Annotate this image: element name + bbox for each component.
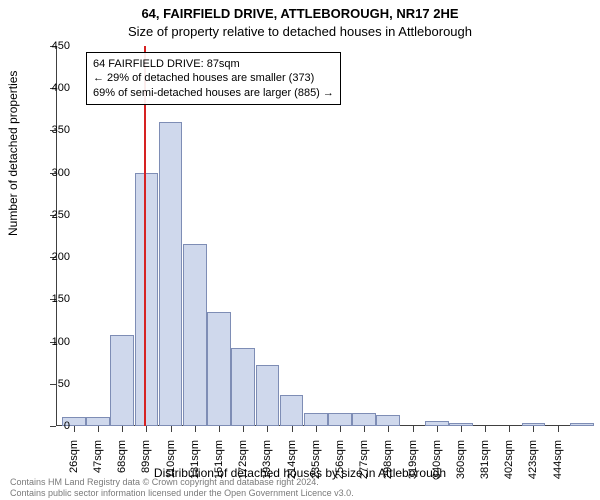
- annotation-box: 64 FAIRFIELD DRIVE: 87sqm← 29% of detach…: [86, 52, 341, 105]
- x-tick: [364, 426, 365, 432]
- y-tick-label: 0: [30, 420, 70, 432]
- x-tick-label: 360sqm: [455, 440, 467, 500]
- x-tick: [437, 426, 438, 432]
- x-tick-label: 235sqm: [310, 440, 322, 500]
- bar: [183, 244, 207, 426]
- x-tick: [388, 426, 389, 432]
- x-tick-label: 26sqm: [68, 440, 80, 500]
- x-tick: [243, 426, 244, 432]
- y-tick-label: 100: [30, 336, 70, 348]
- x-tick: [122, 426, 123, 432]
- y-tick-label: 50: [30, 378, 70, 390]
- y-tick-label: 250: [30, 209, 70, 221]
- bar: [256, 365, 280, 426]
- x-tick: [340, 426, 341, 432]
- x-tick-label: 277sqm: [358, 440, 370, 500]
- x-tick: [146, 426, 147, 432]
- bar: [110, 335, 134, 426]
- x-tick: [558, 426, 559, 432]
- bar: [280, 395, 304, 426]
- x-tick-label: 89sqm: [140, 440, 152, 500]
- x-tick-label: 131sqm: [189, 440, 201, 500]
- y-tick-label: 150: [30, 293, 70, 305]
- x-tick-label: 151sqm: [213, 440, 225, 500]
- x-tick: [195, 426, 196, 432]
- x-tick-label: 172sqm: [237, 440, 249, 500]
- bar: [304, 413, 328, 426]
- x-tick-label: 319sqm: [407, 440, 419, 500]
- x-tick-label: 402sqm: [503, 440, 515, 500]
- annotation-line1: 64 FAIRFIELD DRIVE: 87sqm: [93, 57, 334, 71]
- y-tick-label: 400: [30, 82, 70, 94]
- x-tick-label: 256sqm: [334, 440, 346, 500]
- x-tick: [461, 426, 462, 432]
- bar: [86, 417, 110, 426]
- x-tick: [485, 426, 486, 432]
- bar: [376, 415, 400, 426]
- x-tick: [74, 426, 75, 432]
- x-tick-label: 298sqm: [382, 440, 394, 500]
- chart-title-line1: 64, FAIRFIELD DRIVE, ATTLEBOROUGH, NR17 …: [0, 6, 600, 21]
- y-tick-label: 450: [30, 40, 70, 52]
- x-tick-label: 214sqm: [286, 440, 298, 500]
- x-tick: [316, 426, 317, 432]
- x-tick: [98, 426, 99, 432]
- footer-credits: Contains HM Land Registry data © Crown c…: [10, 477, 354, 498]
- bar: [352, 413, 376, 426]
- footer-line1: Contains HM Land Registry data © Crown c…: [10, 477, 354, 487]
- chart-title-line2: Size of property relative to detached ho…: [0, 24, 600, 39]
- x-tick: [413, 426, 414, 432]
- x-tick-label: 68sqm: [116, 440, 128, 500]
- x-tick-label: 47sqm: [92, 440, 104, 500]
- x-tick-label: 110sqm: [165, 440, 177, 500]
- x-tick: [219, 426, 220, 432]
- x-tick-label: 381sqm: [479, 440, 491, 500]
- x-tick-label: 193sqm: [261, 440, 273, 500]
- bar: [207, 312, 231, 426]
- y-tick-label: 200: [30, 251, 70, 263]
- annotation-line2: ← 29% of detached houses are smaller (37…: [93, 71, 334, 85]
- x-tick: [267, 426, 268, 432]
- x-tick-label: 444sqm: [552, 440, 564, 500]
- x-tick: [509, 426, 510, 432]
- bar: [328, 413, 352, 426]
- bar: [159, 122, 183, 426]
- x-tick: [533, 426, 534, 432]
- footer-line2: Contains public sector information licen…: [10, 488, 354, 498]
- x-tick: [292, 426, 293, 432]
- x-tick: [171, 426, 172, 432]
- x-tick-label: 423sqm: [527, 440, 539, 500]
- annotation-line3: 69% of semi-detached houses are larger (…: [93, 86, 334, 100]
- y-axis-label: Number of detached properties: [6, 71, 20, 236]
- y-tick-label: 350: [30, 124, 70, 136]
- x-tick-label: 340sqm: [431, 440, 443, 500]
- bar: [231, 348, 255, 426]
- y-tick-label: 300: [30, 167, 70, 179]
- bar: [570, 423, 594, 426]
